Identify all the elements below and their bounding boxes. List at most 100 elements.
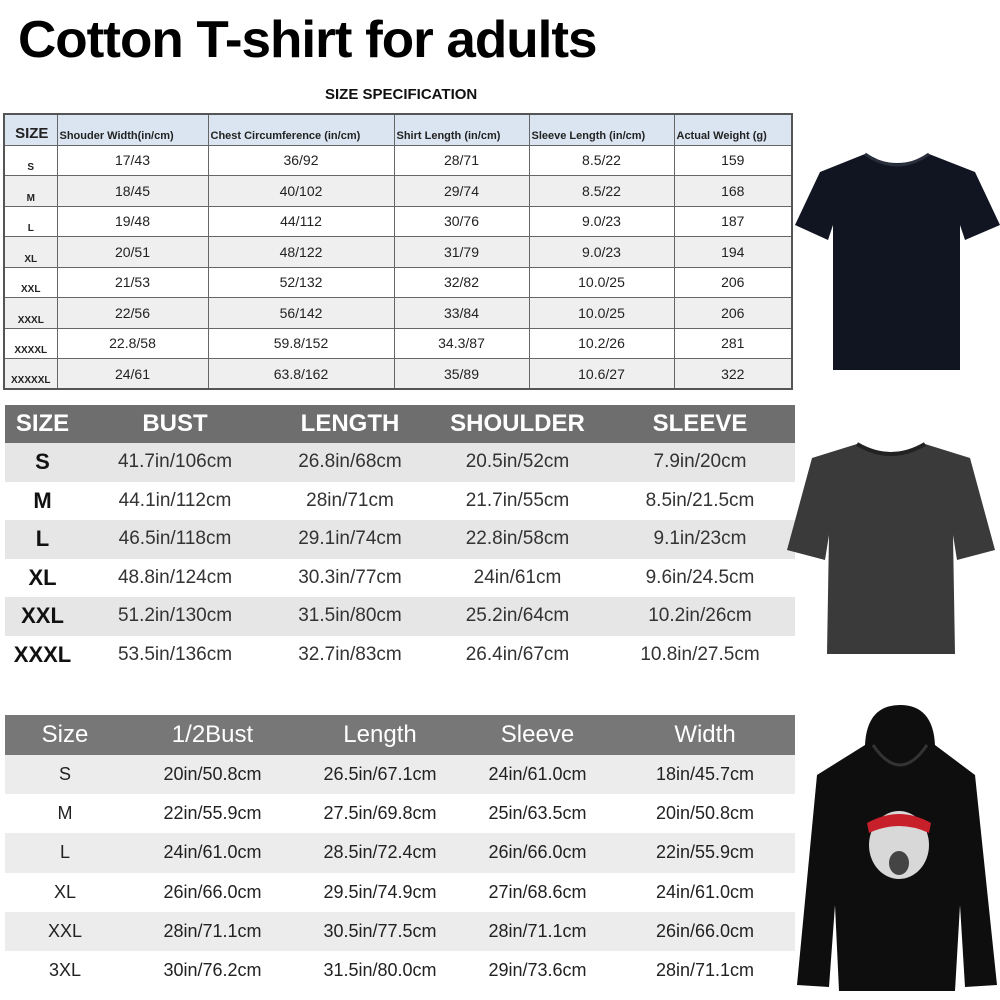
value-cell: 22in/55.9cm	[163, 803, 262, 824]
size-specification-heading: SIZE SPECIFICATION	[325, 86, 478, 103]
size-cell: L	[5, 520, 80, 559]
column-header: Shirt Length (in/cm)	[393, 113, 530, 146]
value-cell: 20in/50.8cm	[125, 755, 300, 795]
value-cell: 24/61	[56, 358, 209, 390]
table-row: L 24in/61.0cm 28.5in/72.4cm 26in/66.0cm 22in…	[5, 833, 795, 873]
value-cell: 63.8/162	[207, 358, 395, 390]
column-header: LENGTH	[270, 405, 430, 443]
value-cell: 56/142	[207, 297, 395, 329]
size-cell: XXXL	[3, 297, 58, 329]
value-cell: 9.0/23	[528, 236, 675, 268]
page-title: Cotton T-shirt for adults	[18, 11, 598, 69]
table-header-row: Size 1/2Bust Length Sleeve Width	[5, 715, 795, 755]
value-cell: 48/122	[207, 236, 395, 268]
value-cell: 21/53	[56, 266, 209, 298]
value-cell: 44.1in/112cm	[118, 489, 232, 511]
value-cell: 20/51	[56, 236, 209, 268]
value-cell: 21.7in/55cm	[465, 489, 570, 511]
value-cell: 10.0/25	[528, 266, 675, 298]
size-cell: XXXXL	[3, 327, 58, 359]
value-cell: 28in/71.1cm	[460, 911, 615, 951]
column-header: Width	[615, 715, 795, 755]
value-cell: 26.4in/67cm	[465, 643, 570, 665]
column-header: Sleeve Length (in/cm)	[528, 113, 675, 146]
size-table-2: SIZE BUST LENGTH SHOULDER SLEEVE S 41.7in/106c…	[5, 405, 795, 674]
value-cell: 28/71	[393, 144, 530, 176]
value-cell: 29.5in/74.9cm	[323, 881, 437, 902]
value-cell: 20in/50.8cm	[655, 803, 755, 824]
table-row: M 44.1in/112cm 28in/71cm 21.7in/55cm 8.5in/2…	[5, 482, 795, 521]
value-cell: 20.5in/52cm	[430, 443, 605, 482]
value-cell: 30in/76.2cm	[163, 960, 262, 981]
value-cell: 27.5in/69.8cm	[323, 803, 437, 824]
table-row: XXXXL 22.8/58 59.8/152 34.3/87 10.2/26 281	[3, 327, 793, 359]
value-cell: 10.2/26	[528, 327, 675, 359]
value-cell: 322	[673, 358, 793, 390]
value-cell: 51.2in/130cm	[80, 597, 270, 636]
value-cell: 48.8in/124cm	[117, 566, 233, 588]
table-row: M 22in/55.9cm 27.5in/69.8cm 25in/63.5cm 20in…	[5, 794, 795, 833]
value-cell: 9.0/23	[528, 205, 675, 237]
table-row: XL 26in/66.0cm 29.5in/74.9cm 27in/68.6cm 24i…	[5, 873, 795, 912]
value-cell: 32/82	[393, 266, 530, 298]
column-header: SIZE	[5, 405, 80, 443]
table-row: 3XL 30in/76.2cm 31.5in/80.0cm 29in/73.6cm 28…	[5, 951, 795, 990]
bandana-graphic	[867, 814, 931, 833]
column-header: Length	[300, 715, 460, 755]
washed-tshirt-image	[787, 442, 995, 654]
value-cell: 52/132	[207, 266, 395, 298]
value-cell: 26in/66.0cm	[615, 911, 795, 951]
value-cell: 26in/66.0cm	[163, 881, 262, 902]
table-row: XXXXXL 24/61 63.8/162 35/89 10.6/27 322	[3, 358, 793, 390]
table-row: XXXL 53.5in/136cm 32.7in/83cm 26.4in/67cm 10…	[5, 636, 795, 675]
value-cell: 206	[673, 297, 793, 329]
size-cell: XXXL	[13, 641, 72, 667]
value-cell: 18/45	[56, 175, 209, 207]
column-header: SHOULDER	[430, 405, 605, 443]
column-header: 1/2Bust	[125, 715, 300, 755]
value-cell: 168	[673, 175, 793, 207]
value-cell: 9.6in/24.5cm	[645, 566, 755, 588]
value-cell: 25in/63.5cm	[488, 803, 587, 824]
size-cell: XXL	[3, 266, 58, 298]
size-cell: S	[3, 144, 58, 176]
value-cell: 187	[673, 205, 793, 237]
size-table-3: Size 1/2Bust Length Sleeve Width S 20in/50.8cm…	[5, 715, 795, 990]
size-cell: S	[5, 443, 80, 482]
value-cell: 10.2in/26cm	[605, 597, 795, 636]
value-cell: 18in/45.7cm	[615, 755, 795, 795]
size-cell: XXXXXL	[3, 358, 58, 390]
value-cell: 26.8in/68cm	[270, 443, 430, 482]
value-cell: 53.5in/136cm	[117, 643, 233, 665]
table-row: L 19/48 44/112 30/76 9.0/23 187	[3, 205, 793, 237]
table-row: M 18/45 40/102 29/74 8.5/22 168	[3, 175, 793, 207]
table-row: S 17/43 36/92 28/71 8.5/22 159	[3, 144, 793, 176]
value-cell: 41.7in/106cm	[80, 443, 270, 482]
value-cell: 8.5in/21.5cm	[645, 489, 755, 511]
value-cell: 28in/71cm	[306, 489, 394, 511]
tiger-graphic	[869, 811, 929, 879]
size-cell: 3XL	[48, 960, 82, 981]
table-header-row: SIZE Shouder Width(in/cm) Chest Circumfere…	[3, 113, 793, 146]
value-cell: 30.5in/77.5cm	[300, 911, 460, 951]
value-cell: 22.8/58	[56, 327, 209, 359]
value-cell: 28.5in/72.4cm	[300, 833, 460, 873]
value-cell: 28in/71.1cm	[655, 960, 755, 981]
value-cell: 30.3in/77cm	[298, 566, 402, 588]
value-cell: 24in/61.0cm	[125, 833, 300, 873]
table-row: S 20in/50.8cm 26.5in/67.1cm 24in/61.0cm 18in…	[5, 755, 795, 795]
value-cell: 8.5/22	[528, 144, 675, 176]
column-header: Chest Circumference (in/cm)	[207, 113, 395, 146]
value-cell: 34.3/87	[393, 327, 530, 359]
column-header: BUST	[80, 405, 270, 443]
value-cell: 24in/61.0cm	[460, 755, 615, 795]
value-cell: 7.9in/20cm	[605, 443, 795, 482]
value-cell: 40/102	[207, 175, 395, 207]
size-cell: XL	[28, 564, 57, 590]
table-row: S 41.7in/106cm 26.8in/68cm 20.5in/52cm 7.9in…	[5, 443, 795, 482]
value-cell: 22/56	[56, 297, 209, 329]
value-cell: 22.8in/58cm	[430, 520, 605, 559]
value-cell: 159	[673, 144, 793, 176]
black-tshirt-image	[795, 152, 1000, 370]
hoodie-image	[797, 705, 997, 991]
